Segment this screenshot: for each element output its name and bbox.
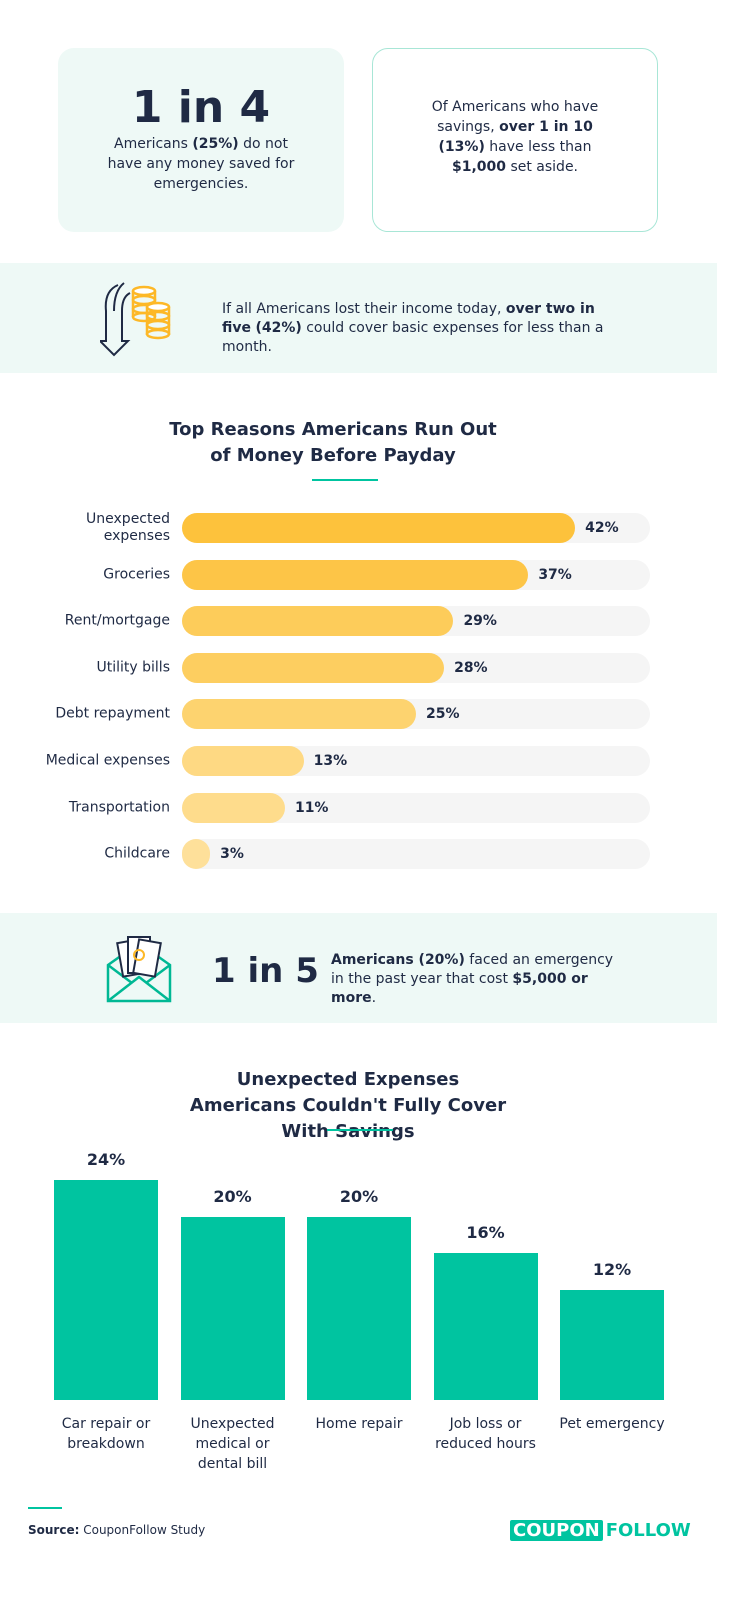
banner-headline: 1 in 5	[212, 951, 319, 991]
bar	[182, 606, 454, 637]
category-label: Unexpected expenses	[86, 511, 170, 544]
value-label: 37%	[538, 566, 572, 583]
text-run: (13%)	[438, 139, 485, 155]
text-run: Source:	[28, 1523, 80, 1537]
text-run: over two in five	[222, 301, 595, 336]
text-run: could cover basic expenses for less than…	[222, 320, 604, 355]
text-run: Americans (20%)	[331, 952, 465, 968]
bar	[180, 1216, 285, 1400]
value-label: 24%	[86, 1150, 126, 1169]
bar	[433, 1253, 538, 1400]
logo-part: FOLLOW	[605, 1519, 691, 1541]
category-label: Medical expenses	[45, 752, 170, 769]
stat-card: 1 in 4 Americans (25%) do not have any m…	[58, 48, 344, 232]
value-label: 3%	[220, 846, 244, 863]
value-label: 28%	[454, 659, 488, 676]
category-label: Rent/mortgage	[64, 612, 170, 629]
title-underline	[312, 479, 378, 481]
chart-title: Top Reasons Americans Run Out of Money B…	[169, 419, 497, 466]
category-label: Transportation	[68, 799, 170, 816]
stat-text: Americans (25%) do not have any money sa…	[98, 134, 304, 194]
category-label: Home repair	[315, 1416, 403, 1432]
text-run: faced an emergency in the past year that…	[331, 952, 614, 987]
envelope-icon	[106, 936, 172, 1003]
bar	[307, 1216, 411, 1400]
value-label: 42%	[585, 520, 619, 536]
category-label: Groceries	[103, 566, 170, 583]
text-run: over 1 in 10	[499, 119, 593, 135]
category-label: Unexpected medical or dental bill	[190, 1416, 275, 1472]
text-run: Americans	[114, 136, 193, 152]
value-label: 29%	[463, 613, 497, 630]
logo: COUPON FOLLOW	[510, 1518, 691, 1542]
banner-text: Americans (20%) faced an emergency in th…	[331, 951, 621, 1008]
bar	[182, 746, 304, 776]
bar	[182, 699, 416, 730]
category-label: Utility bills	[96, 659, 170, 676]
stat-card: Of Americans who have savings, over 1 in…	[372, 48, 658, 232]
text-run: If all Americans lost their income today…	[222, 301, 506, 317]
value-label: 20%	[213, 1186, 252, 1206]
stat-text: Of Americans who have savings, over 1 in…	[425, 97, 605, 177]
banner-text: If all Americans lost their income today…	[222, 300, 612, 357]
text-run: have less than	[484, 139, 592, 155]
category-label: Pet emergency	[559, 1416, 665, 1432]
category-label: Job loss or reduced hours	[435, 1416, 536, 1452]
text-run: CouponFollow Study	[79, 1523, 206, 1537]
value-label: 25%	[426, 706, 460, 723]
text-run: $5,000 or more	[331, 971, 588, 1006]
footer-line	[28, 1507, 62, 1509]
bar	[182, 652, 445, 683]
value-label: 20%	[339, 1186, 379, 1206]
bar	[182, 792, 285, 823]
text-run: .	[371, 990, 377, 1006]
bar	[560, 1290, 664, 1400]
text-run: (42%)	[255, 320, 302, 336]
text-run: (25%)	[192, 136, 239, 152]
value-label: 12%	[592, 1260, 632, 1279]
category-label: Childcare	[104, 845, 170, 862]
stat-headline: 1 in 4	[131, 82, 271, 133]
banner: 1 in 5 Americans (20%) faced an emergenc…	[0, 913, 717, 1023]
banner: If all Americans lost their income today…	[0, 263, 717, 373]
text-run: $1,000	[451, 159, 506, 175]
bar	[182, 839, 211, 870]
text-run: set aside.	[506, 159, 579, 175]
bar-track	[182, 839, 650, 870]
chart-title: Unexpected Expenses Americans Couldn't F…	[189, 1069, 507, 1142]
value-label: 16%	[466, 1223, 505, 1243]
category-label: Car repair or breakdown	[61, 1416, 151, 1452]
category-label: Debt repayment	[55, 705, 170, 722]
title-underline	[327, 1129, 393, 1131]
source: Source: CouponFollow Study	[28, 1523, 205, 1537]
logo-part: COUPON	[510, 1519, 603, 1541]
value-label: 13%	[313, 753, 348, 769]
value-label: 11%	[294, 799, 329, 816]
coins-icon	[100, 282, 171, 357]
bar	[182, 559, 529, 590]
bar	[54, 1180, 158, 1400]
bar	[182, 513, 576, 543]
text-run: do not have any money saved for emergenc…	[107, 136, 295, 192]
text-run: Of Americans who have savings,	[431, 99, 599, 135]
